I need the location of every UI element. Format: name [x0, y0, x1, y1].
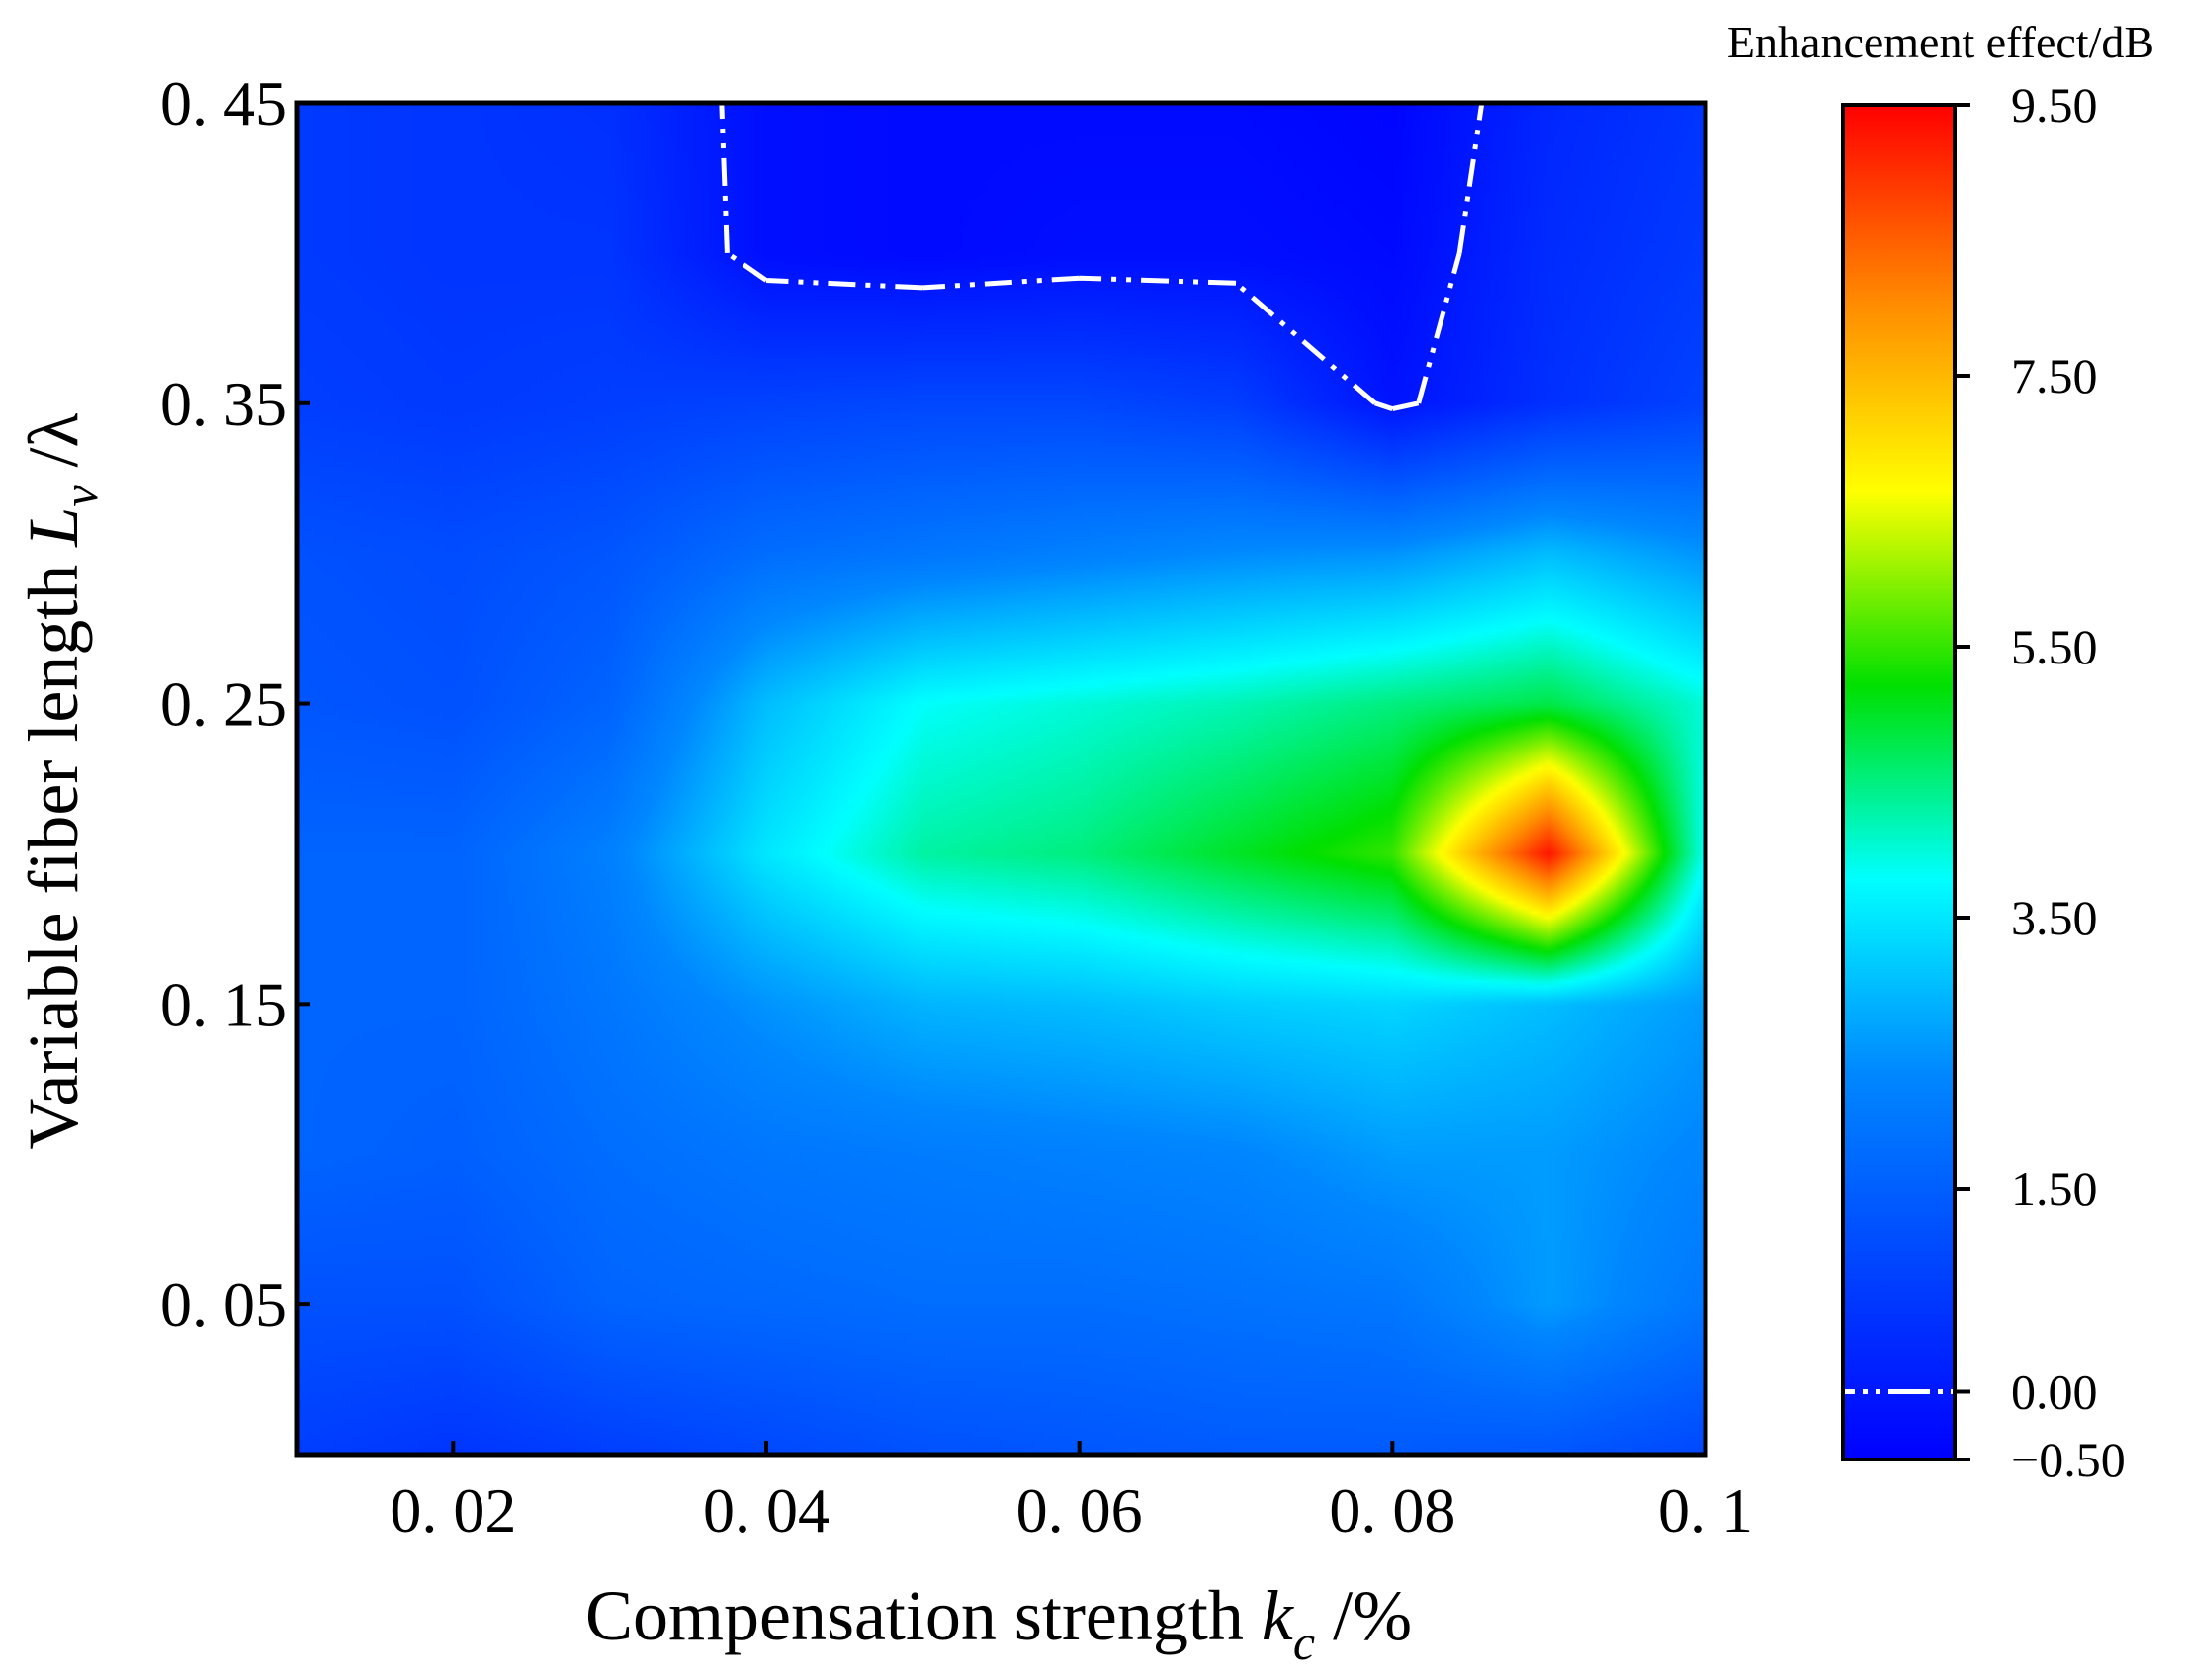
colorbar-tick-label: 1.50 — [2011, 1161, 2098, 1216]
heatmap-surface — [297, 103, 1705, 1455]
x-axis-label: Compensation strength kc /% — [585, 1576, 1412, 1670]
y-axis: 0. 05 0. 15 0. 25 0. 35 0. 45 — [160, 68, 310, 1340]
colorbar-tick-label: 0.00 — [2011, 1365, 2098, 1420]
y-tick-label: 0. 25 — [160, 669, 287, 740]
colorbar-title: Enhancement effect/dB — [1727, 17, 2154, 67]
x-tick-label: 0. 08 — [1329, 1475, 1455, 1546]
colorbar-tick-label: −0.50 — [2011, 1432, 2126, 1487]
colorbar-tick-label: 5.50 — [2011, 619, 2098, 674]
colorbar-tick-label: 9.50 — [2011, 77, 2098, 133]
x-tick-label: 0. 06 — [1016, 1475, 1143, 1546]
colorbar-frame — [1841, 103, 1957, 1461]
x-tick-label: 0. 04 — [703, 1475, 830, 1546]
y-tick-label: 0. 35 — [160, 369, 287, 439]
colorbar-ticks: 9.50 7.50 5.50 3.50 1.50 0.00 −0.50 — [1955, 77, 2126, 1487]
x-tick-label: 0. 1 — [1658, 1475, 1753, 1546]
y-axis-label: Variable fiber length Lv /λ — [14, 412, 108, 1149]
zero-contour-line — [719, 103, 1485, 412]
x-axis: 0. 02 0. 04 0. 06 0. 08 0. 1 — [390, 1441, 1753, 1546]
colorbar: Enhancement effect/dB 9.50 7.50 5.50 3.50 1.… — [1727, 17, 2154, 1487]
y-tick-label: 0. 05 — [160, 1270, 287, 1340]
colorbar-gradient — [1843, 105, 1955, 1459]
plot-frame — [294, 100, 1708, 1458]
y-tick-label: 0. 45 — [160, 68, 287, 138]
x-tick-label: 0. 02 — [390, 1475, 516, 1546]
colorbar-tick-label: 7.50 — [2011, 348, 2098, 403]
y-tick-label: 0. 15 — [160, 969, 287, 1039]
colorbar-tick-label: 3.50 — [2011, 890, 2098, 945]
